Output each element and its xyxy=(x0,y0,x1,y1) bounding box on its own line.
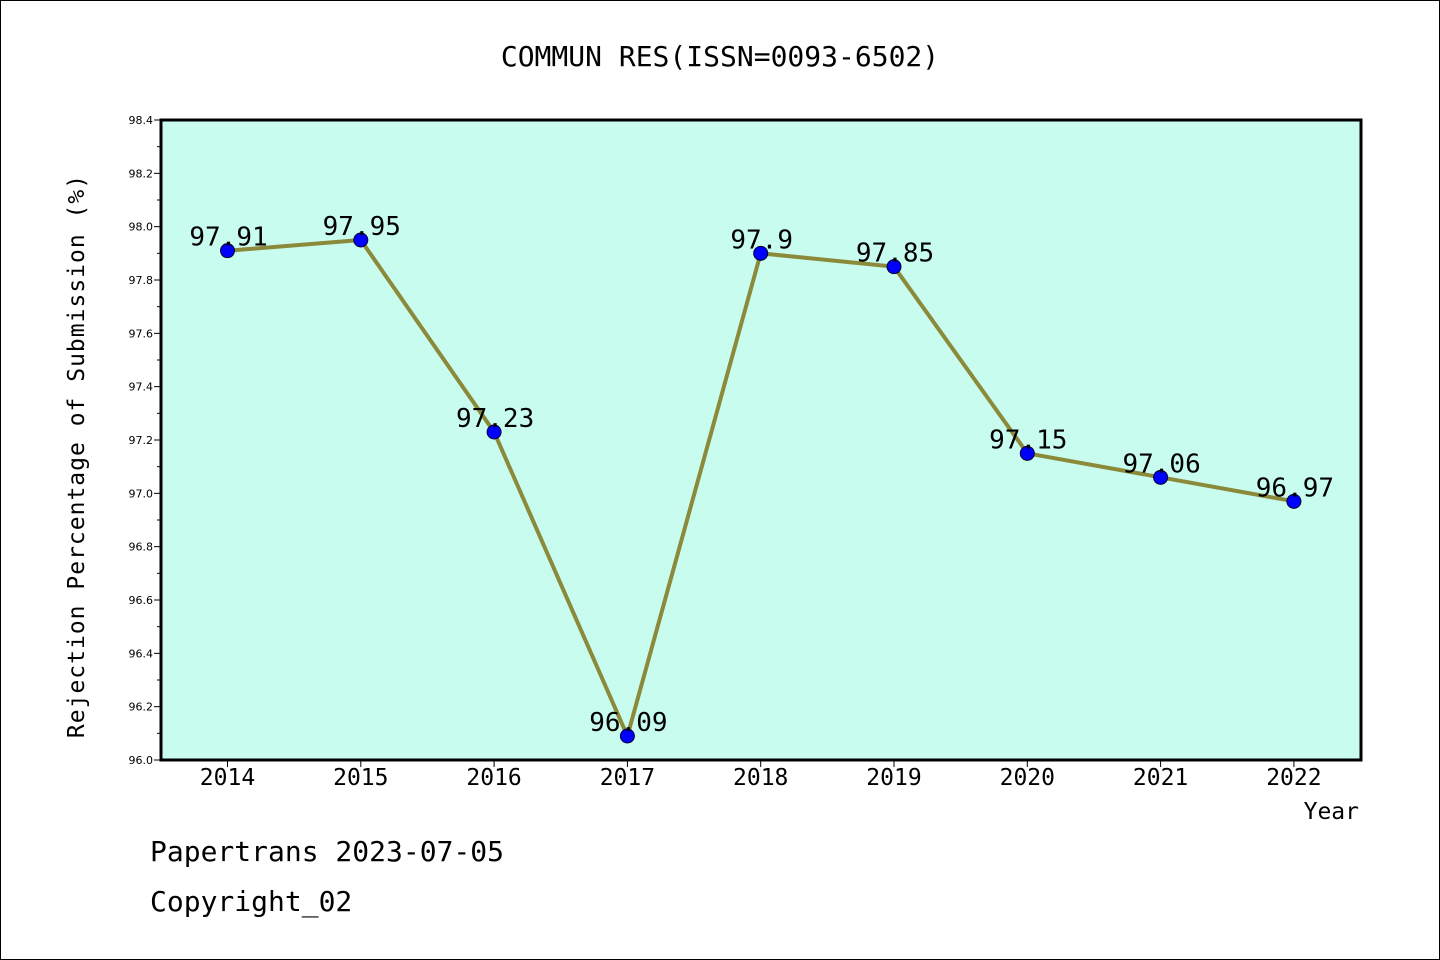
x-tick-label: 2016 xyxy=(466,765,521,791)
data-point-marker xyxy=(1019,445,1035,461)
x-tick-label: 2021 xyxy=(1133,765,1188,791)
footer-copyright: Copyright_02 xyxy=(150,885,353,918)
y-axis-label: Rejection Percentage of Submission (%) xyxy=(64,174,90,738)
x-tick-label: 2014 xyxy=(200,765,255,791)
data-point-marker xyxy=(353,232,369,248)
y-tick-label: 96.0 xyxy=(129,754,154,767)
x-tick-label: 2017 xyxy=(600,765,655,791)
y-tick-label: 96.8 xyxy=(129,541,154,554)
y-tick-label: 97.6 xyxy=(129,327,154,340)
data-point-marker xyxy=(886,259,902,275)
data-label: 97.06 xyxy=(1122,449,1200,479)
y-tick-label: 98.2 xyxy=(129,167,154,180)
y-tick-label: 97.0 xyxy=(129,487,154,500)
y-tick-label: 97.4 xyxy=(129,381,154,394)
data-point-marker xyxy=(753,245,769,261)
y-axis: 96.0 96.2 96.4 96.6 96.8 97.0 97.2 97.4 97.6 97.8… xyxy=(129,114,161,767)
y-tick-label: 96.4 xyxy=(129,647,154,660)
data-labels: 97.91 97.95 97.23 96.09 97.9 97.85 97.15 97.06 9… xyxy=(189,212,1334,738)
x-tick-label: 2020 xyxy=(1000,765,1055,791)
x-axis: 2014 2015 2016 2017 2018 2019 2020 2021 2022 xyxy=(200,760,1322,791)
data-label: 97.91 xyxy=(189,223,267,253)
footer-date: Papertrans 2023-07-05 xyxy=(150,835,505,868)
y-tick-label: 96.2 xyxy=(129,701,154,714)
x-tick-label: 2015 xyxy=(333,765,388,791)
data-point-marker xyxy=(1153,469,1169,485)
y-tick-label: 98.0 xyxy=(129,221,154,234)
x-tick-label: 2018 xyxy=(733,765,788,791)
data-label: 96.97 xyxy=(1256,473,1334,503)
y-tick-label: 97.2 xyxy=(129,434,154,447)
data-label: 96.09 xyxy=(589,708,667,738)
y-tick-label: 97.8 xyxy=(129,274,154,287)
data-point-marker xyxy=(220,243,235,259)
data-label: 97.85 xyxy=(856,239,934,269)
x-tick-label: 2019 xyxy=(866,765,921,791)
chart-title: COMMUN RES(ISSN=0093-6502) xyxy=(501,40,939,73)
x-tick-label: 2022 xyxy=(1266,765,1321,791)
plot-area xyxy=(159,118,1363,762)
data-label: 97.23 xyxy=(456,404,534,434)
data-label: 97.15 xyxy=(989,425,1067,455)
data-point-marker xyxy=(1286,493,1302,509)
y-tick-label: 96.6 xyxy=(129,594,154,607)
data-point-marker xyxy=(486,424,502,440)
y-tick-label: 98.4 xyxy=(129,114,154,127)
data-label: 97.9 xyxy=(730,225,793,255)
data-point-marker xyxy=(619,728,635,744)
series-line xyxy=(220,232,1302,744)
data-label: 97.95 xyxy=(323,212,401,242)
x-axis-label: Year xyxy=(1304,799,1359,825)
